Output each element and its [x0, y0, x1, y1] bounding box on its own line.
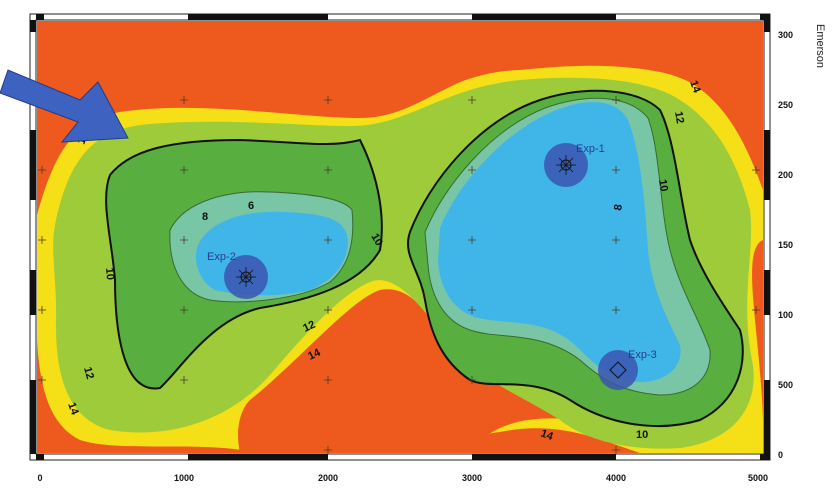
y-tick-label: 300 [778, 30, 793, 40]
wells: Exp-1 Exp-2 Exp-3 [207, 143, 657, 390]
contour-label: 8 [612, 203, 625, 211]
y-tick-label: 250 [778, 100, 793, 110]
well-exp-1[interactable]: Exp-1 [544, 143, 605, 187]
pointer-arrow [0, 69, 129, 143]
image-credit: Emerson [814, 24, 826, 69]
contour-label: 10 [656, 178, 670, 192]
contour-label: 14 [539, 428, 555, 444]
contour-label: 14 [687, 79, 703, 95]
contour-label: 10 [103, 267, 116, 280]
contour-label: 10 [368, 232, 385, 249]
y-tick-label: 500 [778, 380, 793, 390]
contour-label: 14 [306, 346, 323, 362]
y-tick-label: 0 [778, 450, 783, 460]
grid-crosses [38, 96, 760, 454]
x-tick-label: 0 [37, 473, 42, 483]
x-tick-label: 1000 [174, 473, 194, 483]
y-axis-ticks: 0 500 100 150 200 250 300 [778, 30, 793, 460]
contour-label: 12 [81, 366, 96, 381]
x-axis-ticks: 0 1000 2000 3000 4000 5000 [37, 473, 768, 483]
contour-label: 14 [65, 401, 81, 417]
contour-label: 6 [248, 200, 254, 212]
well-exp-2[interactable]: Exp-2 [207, 251, 268, 299]
contour-label: 12 [301, 319, 317, 335]
well-label: Exp-2 [207, 251, 236, 263]
well-label: Exp-3 [628, 349, 657, 361]
y-tick-label: 100 [778, 310, 793, 320]
well-exp-3[interactable]: Exp-3 [598, 349, 657, 390]
y-tick-label: 200 [778, 170, 793, 180]
x-tick-label: 3000 [462, 473, 482, 483]
x-tick-label: 5000 [748, 473, 768, 483]
contour-label: 12 [672, 110, 686, 124]
x-tick-label: 4000 [606, 473, 626, 483]
contour-lines [105, 89, 744, 428]
y-tick-label: 150 [778, 240, 793, 250]
contour-zones [37, 21, 763, 453]
zone-cyan-right [438, 102, 681, 382]
x-tick-label: 2000 [318, 473, 338, 483]
contour-label: 8 [202, 211, 208, 223]
well-label: Exp-1 [576, 143, 605, 155]
contour-label: 10 [636, 429, 648, 441]
